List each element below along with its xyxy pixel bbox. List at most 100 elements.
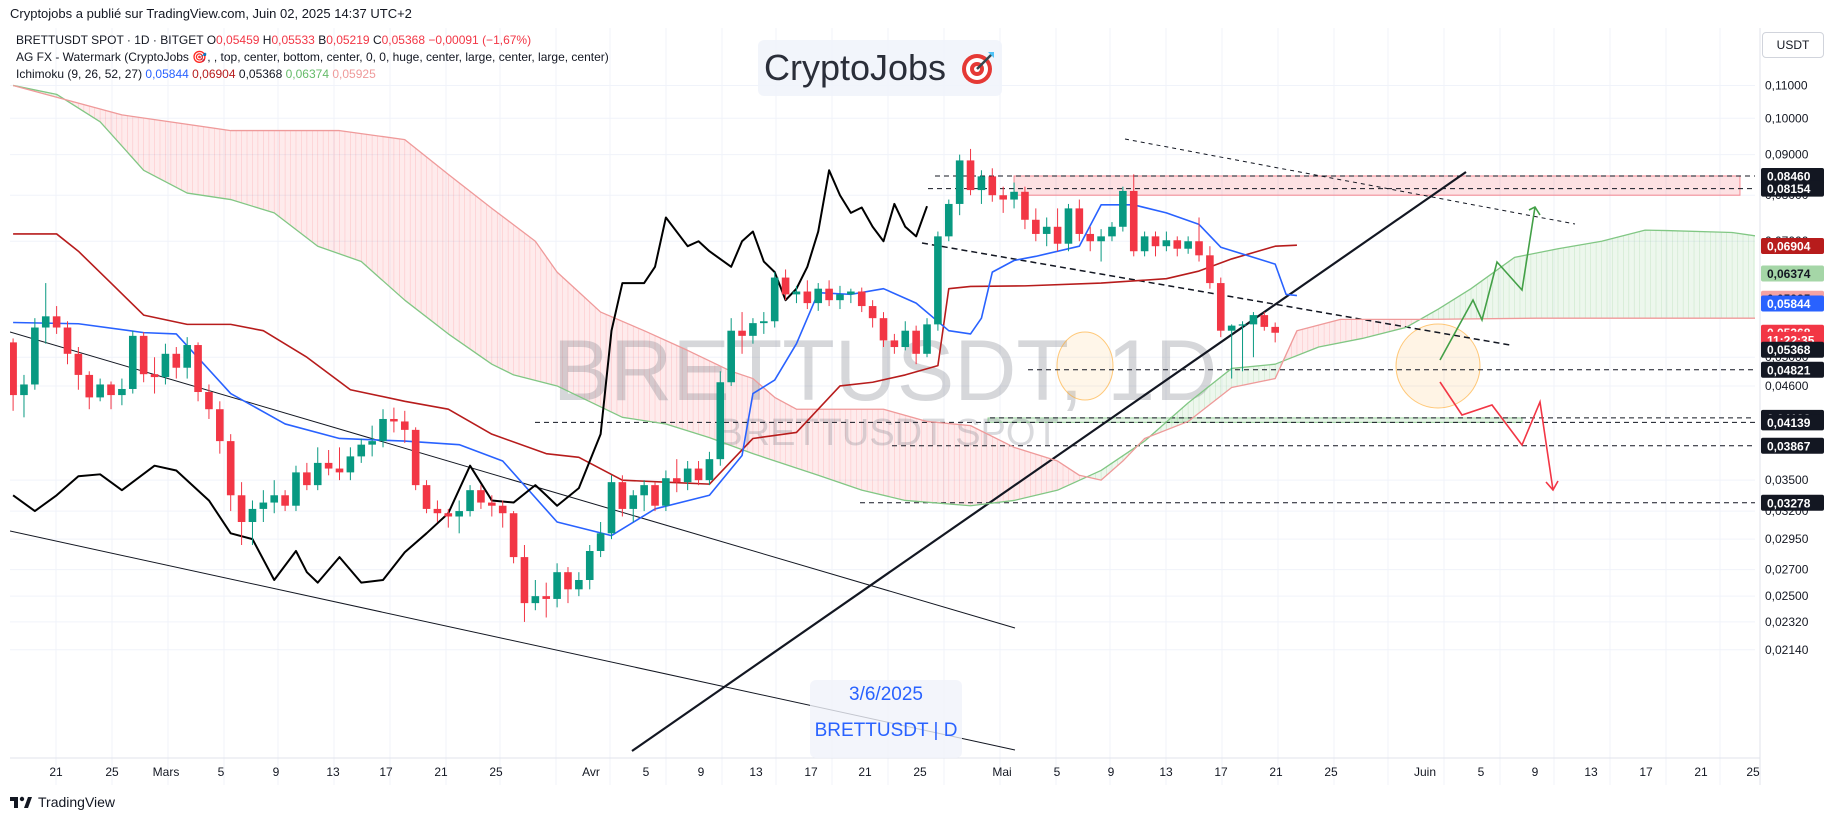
cloud-segment — [1389, 319, 1396, 332]
cloud-segment — [480, 198, 487, 361]
candle-body — [520, 557, 529, 604]
candle-body — [139, 335, 148, 375]
symbol-legend-row[interactable]: BRETTUSDT SPOT · 1D · BITGET O0,05459 H0… — [16, 32, 609, 49]
time-tick-label: Mai — [992, 765, 1011, 779]
price-label-text: 0,03867 — [1767, 439, 1811, 453]
cloud-segment — [1530, 252, 1537, 319]
candle-body — [618, 482, 627, 509]
price-label-badge — [1761, 180, 1824, 197]
cloud-segment — [1579, 243, 1586, 319]
bullish-projection-path — [1439, 206, 1536, 361]
price-label-level: 0,08460 — [1761, 167, 1824, 184]
projection-paths[interactable] — [1439, 205, 1559, 492]
candle-body — [564, 572, 572, 590]
cloud-segment — [1051, 458, 1058, 492]
cloud-segment — [1356, 319, 1363, 340]
price-label-text: 0,08154 — [1767, 182, 1811, 196]
cloud-segment — [1508, 256, 1515, 319]
cloud-segment — [214, 127, 221, 199]
cloud-segment — [1302, 327, 1309, 354]
candle-body — [444, 513, 453, 517]
cloud-segment — [1383, 319, 1390, 334]
price-axis[interactable]: 0,110000,100000,090000,080000,070000,050… — [1759, 28, 1809, 785]
cloud-segment — [197, 125, 204, 196]
footer-brand[interactable]: TradingView — [10, 794, 115, 810]
candle-body — [955, 160, 964, 204]
cloud-segment — [1019, 448, 1026, 500]
time-tick-label: 25 — [105, 765, 119, 779]
cloud-segment — [350, 131, 357, 261]
price-label-badge — [1761, 494, 1824, 511]
cloud-segment — [1323, 321, 1330, 347]
candle-body — [847, 291, 855, 295]
cloud-segment — [208, 127, 215, 198]
candle-body — [20, 384, 28, 396]
price-label-badge — [1761, 265, 1824, 282]
candle-body — [259, 502, 268, 509]
cloud-segment — [1590, 241, 1597, 319]
cloud-segment — [328, 130, 335, 253]
time-tick-label: Mars — [153, 765, 180, 779]
drawing-zones[interactable] — [987, 175, 1741, 423]
candle-body — [1010, 191, 1018, 200]
time-tick-label: 5 — [643, 765, 650, 779]
currency-button[interactable]: USDT — [1762, 32, 1824, 58]
cloud-segment — [1361, 319, 1368, 339]
cloud-segment — [224, 129, 231, 200]
candle-body — [629, 495, 638, 509]
open-label: O — [206, 33, 217, 47]
cloud-segment — [241, 130, 248, 205]
price-label-level: 0,04139 — [1761, 414, 1824, 431]
cloud-segment — [1584, 242, 1591, 319]
time-tick-label: 9 — [1108, 765, 1115, 779]
cloud-segment — [1682, 230, 1689, 319]
drawing-lines[interactable] — [10, 138, 1760, 752]
cloud-segment — [1644, 229, 1651, 319]
time-tick-label: 25 — [1324, 765, 1338, 779]
cloud-segment — [1623, 233, 1630, 319]
candle-body — [324, 462, 333, 469]
cloud-segment — [486, 203, 493, 365]
cloud-segment — [1035, 453, 1042, 496]
cloud-segment — [1552, 248, 1559, 319]
highlight-circle — [1395, 323, 1481, 409]
price-tick-label: 0,10000 — [1765, 111, 1809, 125]
cloud-segment — [415, 147, 422, 314]
cloud-segment — [165, 120, 172, 185]
watermark-symbol: BRETTUSDT | D — [814, 720, 958, 741]
price-label-level: 0,05368 — [1761, 341, 1824, 358]
bearish-projection-path — [1439, 381, 1554, 491]
candle-body — [400, 421, 409, 430]
watermark-legend-row[interactable]: AG FX - Watermark (CryptoJobs 🎯, , top, … — [16, 49, 609, 66]
cloud-segment — [393, 137, 400, 296]
cloud-segment — [1628, 232, 1635, 319]
candle-body — [346, 456, 355, 473]
ichimoku-legend-row[interactable]: Ichimoku (9, 26, 52, 27) 0,05844 0,06904… — [16, 66, 609, 83]
candle-body — [107, 384, 115, 396]
cloud-segment — [284, 130, 291, 226]
price-label-badge — [1761, 295, 1824, 312]
candle-body — [1151, 236, 1160, 247]
cloud-segment — [105, 109, 112, 135]
price-tick-label: 0,02700 — [1765, 563, 1809, 577]
cloud-segment — [301, 130, 308, 239]
candle-body — [977, 176, 986, 191]
cloud-segment — [1291, 330, 1298, 359]
candle-body — [944, 203, 953, 237]
candle-body — [1206, 255, 1214, 284]
cloud-segment — [524, 232, 531, 380]
cloud-segment — [1264, 364, 1271, 382]
candle-body — [1184, 241, 1192, 249]
candle-body — [313, 462, 322, 486]
cloud-segment — [290, 130, 297, 230]
candle-body — [1053, 226, 1062, 244]
cloud-segment — [540, 247, 547, 384]
cloud-segment — [1340, 319, 1347, 344]
candle-body — [727, 330, 735, 383]
candle-body — [63, 327, 72, 354]
time-axis[interactable]: 21 25 Mars 5 9 13 17 21 25 Avr 5 9 13 17 21 25 Mai 5 9 13 17… — [10, 757, 1760, 779]
cloud-segment — [437, 164, 444, 331]
ichimoku-value-4: 0,06374 — [285, 67, 330, 81]
cloud-segment — [1057, 460, 1064, 491]
